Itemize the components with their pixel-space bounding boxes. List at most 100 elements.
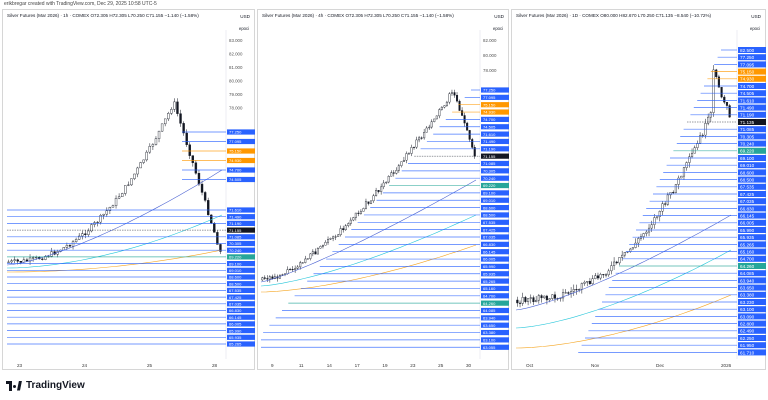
- price-level-label: 77.095: [740, 62, 755, 67]
- candle-body: [380, 186, 383, 192]
- price-level-label: 71.190: [229, 221, 242, 226]
- candle-body: [133, 173, 136, 179]
- tradingview-mark-icon: [6, 380, 22, 391]
- candle-body: [629, 248, 632, 252]
- price-level-tag: [227, 307, 255, 314]
- price-chart-1d[interactable]: 82.500 77.250 77.095 75.150 74.930 74.700 74.5…: [512, 10, 767, 371]
- price-level-tag: [227, 227, 255, 233]
- price-level-label: 65.990: [229, 328, 242, 333]
- candle-body: [347, 223, 350, 226]
- candle-body: [468, 130, 471, 140]
- candle-body: [516, 299, 519, 304]
- price-level-label: 65.265: [740, 242, 755, 247]
- candle-body: [367, 201, 370, 204]
- candle-body: [658, 211, 661, 217]
- candle-body: [206, 200, 210, 216]
- price-level-label: 65.990: [740, 228, 755, 233]
- price-level-label: 65.265: [483, 279, 496, 284]
- price-level-label: 71.155: [483, 154, 496, 159]
- candle-body: [610, 265, 613, 272]
- candle-body: [108, 207, 112, 212]
- price-level-tag: [227, 267, 255, 273]
- time-axis-tick: 11: [299, 363, 304, 368]
- candle-body: [599, 274, 602, 279]
- price-level-label: 68.600: [483, 205, 496, 210]
- price-level-label: 68.500: [229, 281, 242, 286]
- price-level-tag: [481, 190, 509, 196]
- price-level-tag: [481, 212, 509, 218]
- price-level-label: 65.935: [483, 271, 496, 276]
- time-axis-tick: 17: [355, 363, 361, 368]
- candle-body: [268, 276, 271, 280]
- price-level-tag: [738, 255, 766, 262]
- price-level-label: 64.260: [483, 301, 496, 306]
- price-level-tag: [481, 256, 509, 262]
- candle-body: [301, 262, 304, 264]
- candle-body: [551, 294, 554, 299]
- price-level-label: 64.700: [483, 293, 496, 298]
- price-level-label: 82.500: [740, 48, 755, 53]
- price-level-label: 74.700: [740, 84, 755, 89]
- price-level-tag: [481, 153, 509, 159]
- candle-body: [337, 234, 340, 237]
- candle-body: [438, 109, 441, 117]
- price-level-tag: [227, 148, 255, 154]
- price-chart-1h[interactable]: 77.250 77.095 75.150 74.930 74.700 74.505 71.6…: [3, 10, 256, 371]
- candle-body: [615, 261, 618, 264]
- symbol-title: Silver Futures (Mar 2026) · 1h · COMEX O…: [7, 13, 199, 18]
- tradingview-logo: TradingView: [6, 380, 85, 391]
- price-level-tag: [738, 140, 766, 147]
- candle-body: [286, 269, 289, 274]
- price-level-tag: [738, 155, 766, 161]
- chart-panel-1h[interactable]: Silver Futures (Mar 2026) · 1h · COMEX O…: [2, 9, 255, 370]
- price-level-label: 74.505: [483, 124, 496, 129]
- price-level-tag: [738, 349, 766, 356]
- candle-body: [136, 167, 139, 175]
- price-level-tag: [227, 207, 255, 213]
- candle-body: [191, 155, 195, 163]
- candle-body: [321, 245, 324, 247]
- price-chart-4h[interactable]: 77.250 77.095 75.150 74.930 74.700 74.505 71.6…: [258, 10, 510, 371]
- price-level-tag: [227, 274, 255, 280]
- price-level-label: 61.710: [740, 350, 755, 355]
- chart-panel-1d[interactable]: Silver Futures (Mar 2026) · 1D · COMEX O…: [511, 9, 766, 370]
- price-axis-tick: 79.000: [229, 92, 243, 97]
- price-axis-tick: 80.000: [483, 53, 497, 58]
- price-level-tag: [738, 47, 766, 53]
- candle-body: [653, 217, 656, 225]
- candle-body: [548, 298, 551, 301]
- chart-panel-4h[interactable]: Silver Futures (Mar 2026) · 4h · COMEX O…: [257, 9, 509, 370]
- price-level-tag: [227, 220, 255, 226]
- candle-body: [435, 115, 438, 120]
- price-level-label: 77.250: [229, 130, 242, 135]
- candle-body: [41, 258, 44, 260]
- candle-body: [359, 211, 362, 214]
- candle-body: [7, 261, 10, 263]
- candle-body: [656, 216, 659, 218]
- candle-body: [375, 190, 378, 196]
- price-level-tag: [738, 306, 766, 313]
- candle-body: [111, 205, 115, 208]
- price-level-tag: [481, 109, 509, 115]
- price-level-tag: [481, 329, 509, 336]
- price-level-label: 69.010: [740, 163, 755, 168]
- candle-body: [364, 201, 367, 209]
- price-level-tag: [481, 322, 509, 328]
- price-level-label: 68.600: [740, 170, 755, 175]
- candle-body: [74, 239, 78, 242]
- time-axis-tick: 24: [82, 363, 88, 368]
- candle-body: [395, 170, 398, 174]
- price-axis-tick: 82.000: [483, 38, 497, 43]
- candle-body: [304, 258, 307, 263]
- price-level-tag: [738, 147, 766, 154]
- price-level-label: 70.305: [740, 134, 755, 139]
- candle-body: [445, 101, 448, 106]
- moving-average-line: [515, 214, 732, 311]
- subunit-label: epoci: [238, 26, 249, 31]
- price-level-label: 77.095: [229, 139, 242, 144]
- price-level-tag: [481, 337, 509, 343]
- price-level-tag: [227, 234, 255, 240]
- price-level-tag: [738, 83, 766, 89]
- price-level-tag: [738, 327, 766, 334]
- candle-body: [99, 215, 102, 223]
